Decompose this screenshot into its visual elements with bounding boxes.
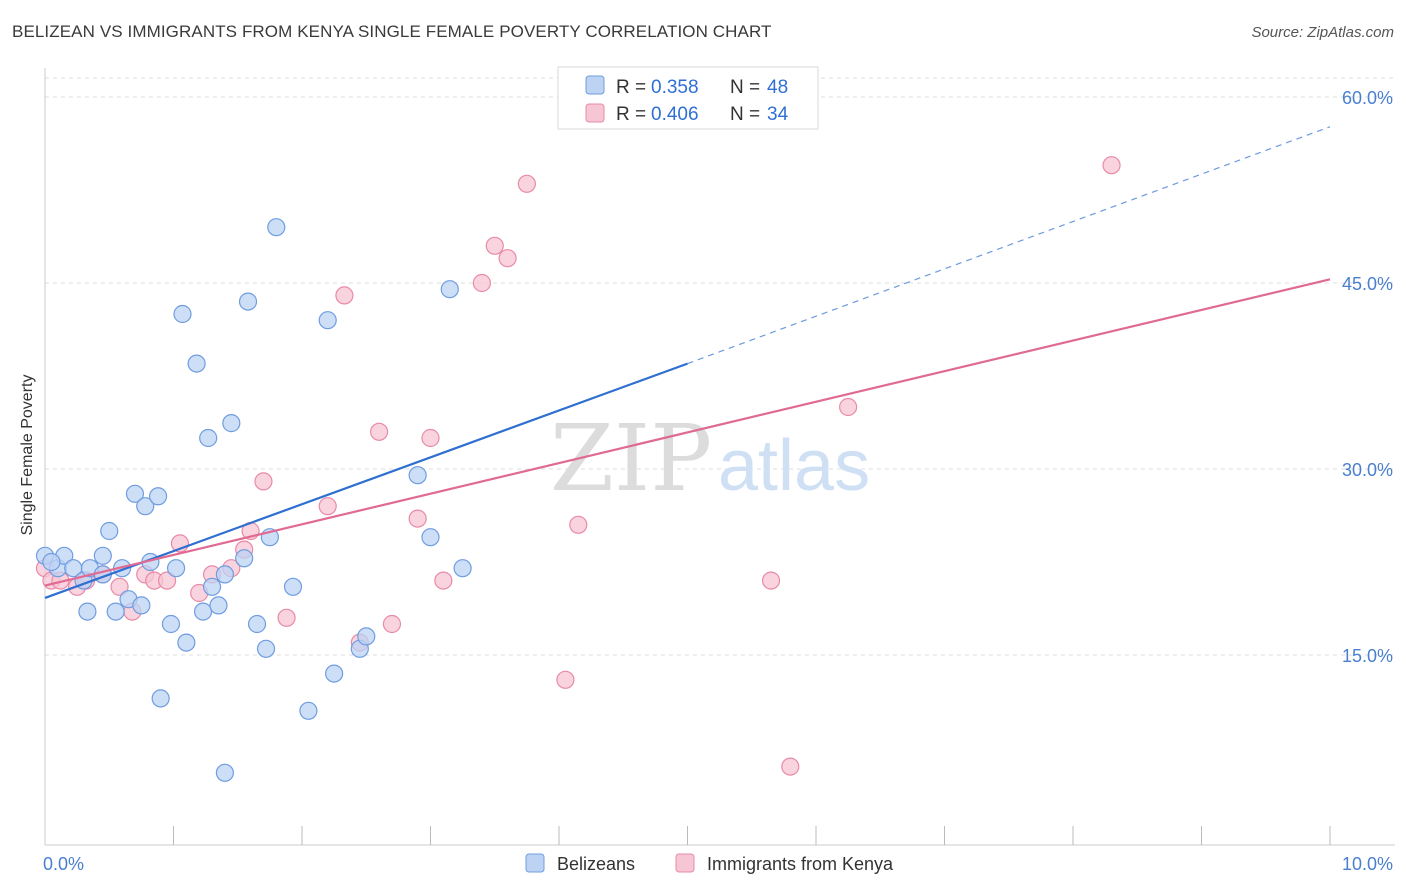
legend-swatch-belizean — [585, 75, 605, 95]
belizean-point-22 — [177, 633, 196, 652]
kenya-point-6 — [110, 577, 129, 596]
belizean-trend-extension — [687, 126, 1331, 365]
kenya-point-28 — [485, 236, 504, 255]
belizean-point-38 — [318, 311, 337, 330]
stats-legend: R = 0.358 N = 48 R = 0.406 N = 34 — [557, 66, 819, 130]
kenya-point-27 — [472, 273, 491, 293]
legend-r-value-1: 0.406 — [651, 104, 699, 125]
kenya-point-29 — [498, 249, 517, 268]
kenya-point-18 — [277, 608, 296, 627]
belizean-point-5 — [78, 602, 97, 621]
legend-r-label-1: R = — [616, 104, 646, 125]
belizean-point-47 — [215, 565, 234, 584]
legend-r-label-0: R = — [616, 77, 646, 98]
kenya-point-31 — [556, 670, 575, 689]
kenya-point-26 — [434, 571, 453, 590]
belizean-point-26 — [202, 577, 222, 596]
belizean-point-20 — [166, 559, 186, 578]
belizean-point-27 — [209, 596, 228, 615]
kenya-point-34 — [781, 757, 800, 776]
belizean-point-43 — [421, 528, 440, 547]
series-legend: Belizeans Immigrants from Kenya — [525, 853, 894, 874]
bottom-legend-swatch-belizean — [525, 853, 545, 873]
kenya-point-30 — [517, 174, 536, 193]
kenya-point-24 — [408, 509, 427, 528]
belizean-point-46 — [42, 552, 61, 572]
belizean-trend-line — [44, 362, 688, 599]
y-axis-label: Single Female Poverty — [19, 375, 36, 536]
legend-n-value-1: 34 — [767, 104, 789, 125]
kenya-point-36 — [1102, 156, 1121, 175]
kenya-point-25 — [421, 428, 440, 448]
legend-n-label-0: N = — [730, 77, 760, 98]
belizean-point-28 — [215, 763, 234, 782]
x-tick-label-1: 10.0% — [1342, 854, 1393, 874]
belizean-point-18 — [151, 689, 170, 708]
belizean-point-24 — [193, 602, 213, 621]
belizean-point-17 — [148, 487, 168, 506]
legend-n-value-0: 48 — [767, 77, 788, 98]
kenya-point-35 — [839, 397, 858, 417]
x-tick-labels: 0.0% 10.0% — [43, 854, 1393, 874]
belizean-point-10 — [106, 602, 125, 621]
kenya-point-32 — [569, 515, 588, 534]
y-tick-label-0: 15.0% — [1342, 646, 1393, 666]
trend-lines — [44, 126, 1331, 599]
belizean-point-25 — [199, 428, 218, 448]
x-tick-label-0: 0.0% — [43, 854, 84, 874]
chart-title: BELIZEAN VS IMMIGRANTS FROM KENYA SINGLE… — [12, 22, 772, 41]
kenya-point-22 — [370, 422, 389, 441]
belizean-point-42 — [408, 466, 427, 485]
bottom-legend-swatch-kenya — [675, 853, 695, 873]
bottom-legend-label-belizean: Belizeans — [557, 854, 635, 874]
belizean-point-35 — [267, 218, 286, 237]
belizean-point-34 — [256, 639, 276, 658]
belizean-point-13 — [132, 596, 151, 615]
belizean-point-41 — [357, 627, 376, 646]
kenya-point-10 — [157, 571, 177, 590]
y-tick-label-2: 45.0% — [1342, 274, 1393, 294]
grid-lines — [45, 77, 1395, 656]
belizean-point-8 — [93, 546, 112, 565]
legend-n-label-1: N = — [730, 104, 760, 125]
belizean-point-32 — [247, 614, 267, 634]
belizean-point-9 — [100, 521, 119, 541]
belizean-point-21 — [173, 304, 192, 324]
axes — [44, 68, 1395, 846]
kenya-point-20 — [335, 286, 354, 305]
belizean-point-23 — [187, 354, 206, 373]
source-credit: Source: ZipAtlas.com — [1251, 24, 1394, 41]
bottom-legend-label-kenya: Immigrants from Kenya — [707, 854, 894, 874]
belizean-point-31 — [238, 292, 258, 311]
watermark-atlas: atlas — [718, 426, 870, 506]
belizean-point-15 — [136, 497, 155, 516]
belizean-point-14 — [125, 484, 145, 503]
legend-swatch-kenya — [585, 103, 605, 123]
belizean-point-37 — [299, 701, 318, 720]
kenya-trend-line — [44, 278, 1331, 587]
legend-r-value-0: 0.358 — [651, 77, 699, 98]
belizean-point-30 — [235, 549, 254, 568]
belizean-point-36 — [283, 577, 303, 596]
kenya-point-17 — [254, 472, 273, 491]
belizean-point-29 — [222, 414, 241, 433]
belizean-point-44 — [440, 280, 459, 299]
y-tick-label-1: 30.0% — [1342, 460, 1393, 480]
belizean-point-19 — [161, 614, 181, 634]
kenya-point-19 — [318, 497, 337, 516]
belizean-point-39 — [325, 664, 344, 683]
kenya-point-23 — [382, 614, 402, 634]
y-tick-label-3: 60.0% — [1342, 88, 1393, 108]
watermark: ZIP atlas — [550, 405, 870, 512]
belizean-point-45 — [453, 559, 472, 578]
y-tick-labels: 15.0% 30.0% 45.0% 60.0% — [1342, 88, 1393, 666]
kenya-point-33 — [761, 571, 781, 590]
